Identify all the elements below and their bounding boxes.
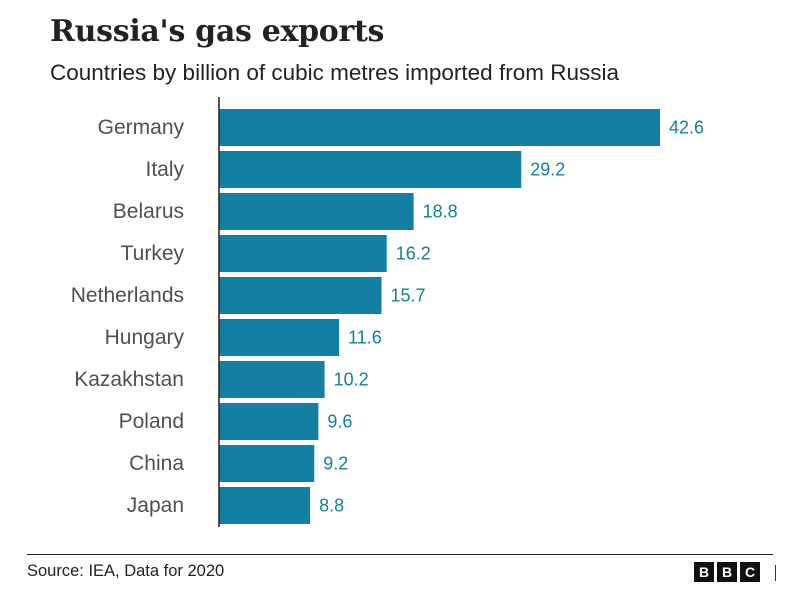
bar-germany — [219, 109, 660, 146]
category-label: Netherlands — [71, 284, 184, 307]
footer-divider — [27, 554, 773, 555]
bbc-logo-letter: C — [740, 562, 760, 582]
bar-hungary — [219, 319, 340, 356]
category-label: China — [129, 452, 184, 475]
category-label: Kazakhstan — [74, 368, 184, 391]
value-label: 9.6 — [327, 412, 352, 432]
source-note: Source: IEA, Data for 2020 — [27, 562, 225, 580]
value-label: 15.7 — [391, 286, 426, 306]
bar-belarus — [219, 193, 414, 230]
category-label: Hungary — [105, 326, 185, 349]
value-label: 8.8 — [319, 496, 344, 516]
value-label: 42.6 — [669, 118, 704, 138]
value-label: 18.8 — [423, 202, 458, 222]
chart-title: Russia's gas exports — [50, 14, 385, 49]
bar-turkey — [219, 235, 387, 272]
bar-kazakhstan — [219, 361, 325, 398]
edge-mark — [775, 565, 776, 581]
category-label: Belarus — [113, 200, 184, 223]
value-label: 9.2 — [323, 454, 348, 474]
category-label: Germany — [98, 116, 185, 139]
value-label: 29.2 — [530, 160, 565, 180]
bar-italy — [219, 151, 522, 188]
bar-poland — [219, 403, 319, 440]
bbc-logo-letter: B — [694, 562, 714, 582]
bar-china — [219, 445, 315, 482]
chart-subtitle: Countries by billion of cubic metres imp… — [50, 60, 619, 85]
bbc-logo: B B C — [694, 562, 760, 582]
category-label: Italy — [145, 158, 184, 181]
value-label: 16.2 — [396, 244, 431, 264]
bar-netherlands — [219, 277, 382, 314]
bar-japan — [219, 487, 311, 524]
category-label: Turkey — [121, 242, 185, 265]
value-label: 10.2 — [334, 370, 369, 390]
category-label: Japan — [127, 494, 184, 517]
bbc-logo-letter: B — [717, 562, 737, 582]
category-label: Poland — [119, 410, 184, 433]
value-label: 11.6 — [348, 328, 382, 348]
